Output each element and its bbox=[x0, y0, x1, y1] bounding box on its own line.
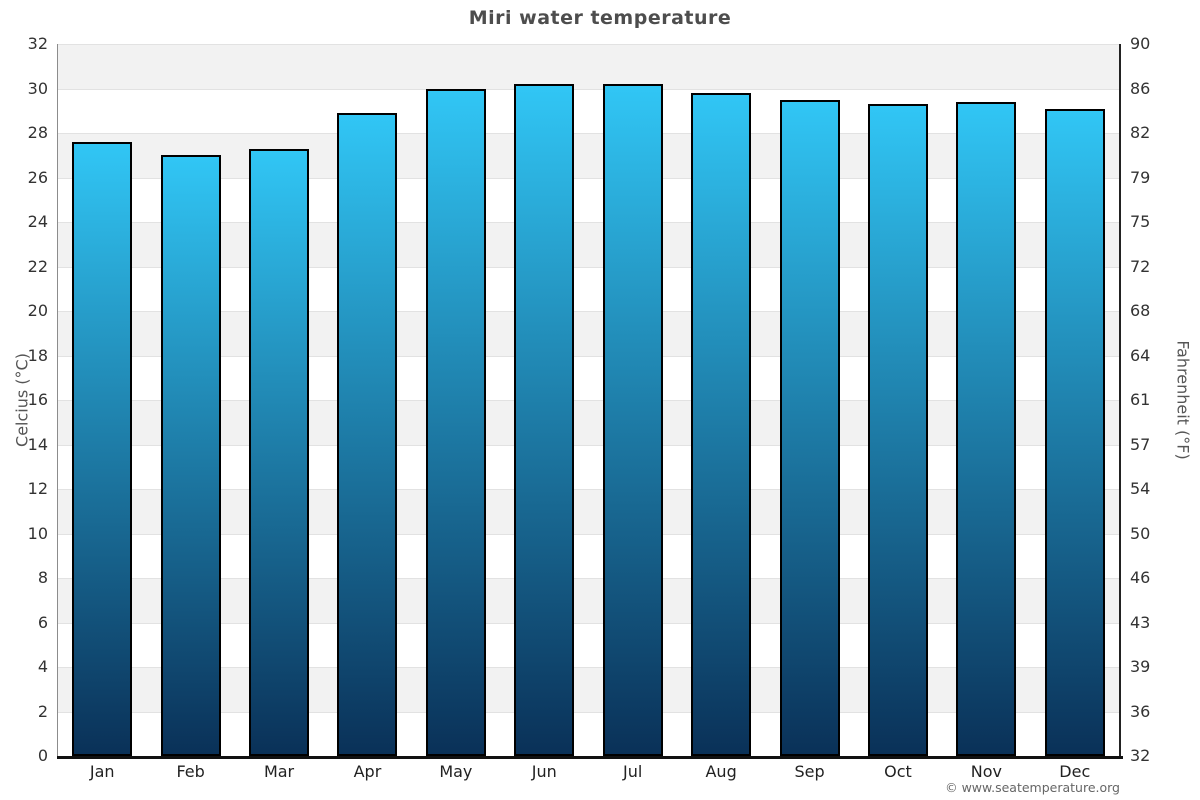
background-band bbox=[58, 88, 1119, 133]
fahrenheit-tick-64: 64 bbox=[1130, 345, 1151, 365]
gridline bbox=[58, 222, 1119, 223]
celsius-tick-2: 2 bbox=[37, 701, 48, 721]
gridline bbox=[58, 667, 1119, 668]
fahrenheit-tick-57: 57 bbox=[1130, 434, 1151, 454]
background-band bbox=[58, 489, 1119, 534]
background-band bbox=[58, 711, 1119, 756]
celsius-tick-0: 0 bbox=[37, 746, 48, 765]
background-band bbox=[58, 133, 1119, 178]
gridline bbox=[58, 489, 1119, 490]
right-axis-title: Fahrenheit (°F) bbox=[1173, 340, 1193, 460]
celsius-tick-18: 18 bbox=[27, 345, 48, 365]
month-tick-dec: Dec bbox=[1059, 762, 1091, 781]
gridline bbox=[58, 533, 1119, 535]
background-band bbox=[58, 667, 1119, 712]
month-tick-aug: Aug bbox=[705, 762, 737, 781]
bar-jan bbox=[72, 141, 133, 756]
plot-area bbox=[57, 44, 1123, 759]
celsius-tick-28: 28 bbox=[27, 123, 48, 142]
background-band bbox=[58, 266, 1119, 311]
month-tick-sep: Sep bbox=[794, 762, 825, 781]
celsius-tick-4: 4 bbox=[37, 657, 48, 676]
background-band bbox=[58, 622, 1119, 667]
celsius-tick-20: 20 bbox=[27, 301, 48, 320]
right-axis-line bbox=[1119, 44, 1121, 756]
background-band bbox=[58, 355, 1119, 400]
bar-aug bbox=[691, 92, 752, 756]
celsius-tick-10: 10 bbox=[27, 523, 48, 543]
copyright-attribution: © www.seatemperature.org bbox=[945, 780, 1120, 795]
bottom-axis-line bbox=[57, 756, 1123, 759]
gridline bbox=[58, 355, 1119, 357]
fahrenheit-tick-82: 82 bbox=[1130, 123, 1151, 142]
month-tick-apr: Apr bbox=[353, 762, 382, 781]
gridline bbox=[58, 711, 1119, 713]
celsius-tick-26: 26 bbox=[27, 167, 48, 187]
bar-dec bbox=[1044, 108, 1105, 756]
celsius-tick-22: 22 bbox=[27, 256, 48, 276]
month-tick-feb: Feb bbox=[176, 762, 205, 781]
fahrenheit-tick-79: 79 bbox=[1130, 167, 1151, 187]
celsius-tick-30: 30 bbox=[27, 78, 48, 98]
celsius-tick-24: 24 bbox=[27, 212, 48, 231]
background-band bbox=[58, 400, 1119, 445]
fahrenheit-tick-39: 39 bbox=[1130, 657, 1151, 676]
month-tick-may: May bbox=[439, 762, 473, 781]
gridline bbox=[58, 133, 1119, 134]
bar-sep bbox=[779, 99, 840, 756]
fahrenheit-tick-50: 50 bbox=[1130, 523, 1151, 543]
background-band bbox=[58, 311, 1119, 356]
month-tick-mar: Mar bbox=[263, 762, 295, 781]
celsius-tick-6: 6 bbox=[37, 612, 48, 632]
bar-jun bbox=[514, 84, 575, 756]
fahrenheit-tick-32: 32 bbox=[1130, 746, 1151, 765]
fahrenheit-tick-72: 72 bbox=[1130, 256, 1151, 276]
bar-apr bbox=[337, 112, 398, 756]
celsius-tick-32: 32 bbox=[27, 34, 48, 53]
bar-feb bbox=[160, 155, 221, 756]
gridline bbox=[58, 44, 1119, 45]
gridline bbox=[58, 88, 1119, 90]
left-axis-line bbox=[57, 44, 58, 756]
gridline bbox=[58, 444, 1119, 446]
fahrenheit-tick-43: 43 bbox=[1130, 612, 1151, 632]
background-band bbox=[58, 222, 1119, 267]
month-tick-jun: Jun bbox=[531, 762, 557, 781]
month-tick-jan: Jan bbox=[89, 762, 115, 781]
background-band bbox=[58, 44, 1119, 89]
gridline bbox=[58, 266, 1119, 268]
background-band bbox=[58, 177, 1119, 222]
background-band bbox=[58, 578, 1119, 623]
bar-nov bbox=[956, 101, 1017, 756]
gridline bbox=[58, 578, 1119, 579]
fahrenheit-tick-46: 46 bbox=[1130, 568, 1151, 587]
celsius-tick-8: 8 bbox=[37, 568, 48, 587]
chart-title: Miri water temperature bbox=[468, 7, 732, 29]
fahrenheit-tick-75: 75 bbox=[1130, 212, 1151, 231]
fahrenheit-tick-54: 54 bbox=[1130, 479, 1151, 498]
bar-mar bbox=[249, 148, 310, 756]
fahrenheit-tick-90: 90 bbox=[1130, 34, 1151, 53]
month-tick-nov: Nov bbox=[970, 762, 1002, 781]
gridline bbox=[58, 311, 1119, 312]
fahrenheit-tick-61: 61 bbox=[1130, 390, 1151, 409]
background-band bbox=[58, 444, 1119, 489]
fahrenheit-tick-86: 86 bbox=[1130, 78, 1151, 98]
gridline bbox=[58, 400, 1119, 401]
background-band bbox=[58, 533, 1119, 578]
fahrenheit-tick-68: 68 bbox=[1130, 301, 1151, 320]
gridline bbox=[58, 177, 1119, 179]
month-tick-oct: Oct bbox=[884, 762, 912, 781]
month-tick-jul: Jul bbox=[623, 762, 643, 781]
bar-jul bbox=[602, 84, 663, 756]
bar-may bbox=[425, 88, 486, 756]
bar-oct bbox=[867, 104, 928, 756]
celsius-tick-16: 16 bbox=[27, 390, 48, 409]
celsius-tick-14: 14 bbox=[27, 434, 48, 454]
gridline bbox=[58, 622, 1119, 624]
left-axis-title: Celcius (°C) bbox=[12, 353, 32, 447]
celsius-tick-12: 12 bbox=[27, 479, 48, 498]
fahrenheit-tick-36: 36 bbox=[1130, 701, 1151, 721]
